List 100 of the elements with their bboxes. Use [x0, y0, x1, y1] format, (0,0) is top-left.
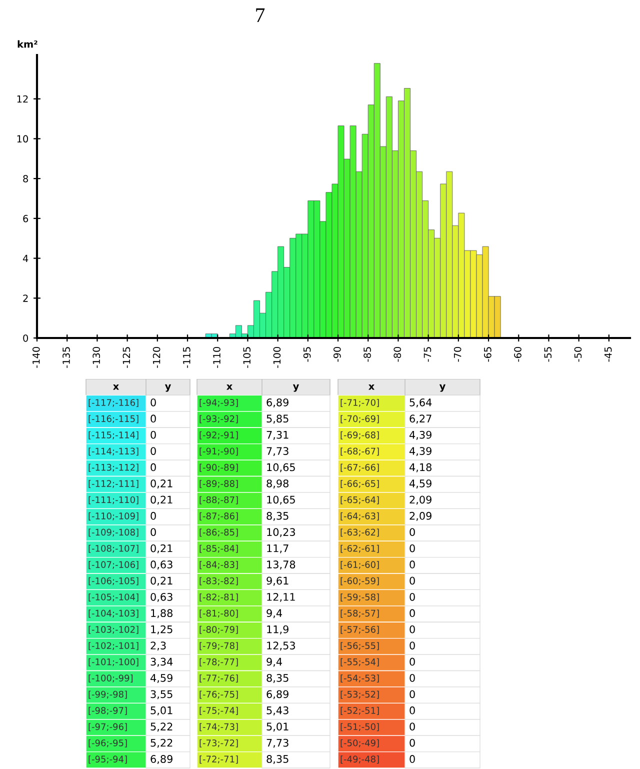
text: [-58;-57] [340, 610, 379, 618]
text: [-70;-69] [340, 415, 379, 424]
text: [-98;-97] [88, 706, 127, 715]
text: 4,59 [150, 674, 172, 683]
x-tick-label: -80 [394, 346, 402, 362]
text: 0 [410, 658, 415, 666]
y-tick-label: 8 [23, 175, 28, 182]
text: [-49;-48] [340, 756, 379, 764]
text: [-63;-62] [340, 528, 379, 537]
text: 5,01 [150, 706, 172, 716]
x-tick-label: -55 [544, 347, 552, 362]
text: 0 [410, 528, 415, 536]
text: 2,3 [150, 642, 166, 651]
text: 7,73 [266, 447, 288, 456]
text: [-68;-67] [340, 448, 379, 456]
chart-title: 7 [256, 8, 265, 22]
text: [-81;-80] [200, 610, 238, 618]
text: [-67;-66] [340, 464, 379, 472]
text: 1,88 [151, 609, 172, 618]
text: [-106;-105] [88, 577, 138, 586]
y-tick-label: 12 [17, 95, 28, 103]
text: 10,23 [267, 528, 295, 538]
x-tick-label: -75 [424, 347, 432, 362]
text: 11,7 [267, 544, 288, 554]
text: [-54;-53] [340, 674, 379, 683]
text: [-94;-93] [200, 398, 238, 407]
text: 6,89 [266, 398, 288, 408]
text: [-100;-99] [88, 674, 133, 683]
text: [-105;-104] [88, 593, 138, 602]
text: 6,89 [266, 690, 288, 700]
text: 7,31 [266, 430, 288, 440]
text: [-51;-50] [340, 723, 379, 732]
text: [-110;-109] [88, 512, 138, 520]
text: [-114;-113] [88, 448, 138, 456]
text: [-102;-101] [88, 642, 138, 650]
x-tick-label: -60 [514, 346, 522, 362]
text: [-104;-103] [88, 610, 138, 618]
text: 0 [150, 414, 156, 423]
x-tick-label: -120 [152, 346, 160, 368]
text: 3,55 [150, 690, 172, 700]
text: y [164, 384, 171, 392]
text: [-75;-74] [200, 706, 238, 715]
y-axis-title: km² [18, 40, 38, 48]
text: x [113, 384, 119, 390]
text: 5,64 [410, 398, 432, 408]
text: 0,21 [150, 479, 172, 488]
text: [-69;-68] [340, 431, 379, 440]
y-tick-label: 2 [23, 294, 28, 302]
text: 0 [410, 722, 415, 730]
text: [-79;-78] [200, 642, 238, 650]
text: 0 [150, 512, 156, 520]
text: 8,35 [266, 674, 288, 683]
text: 0 [410, 592, 415, 601]
text: [-90;-89] [200, 464, 238, 472]
text: x [368, 384, 374, 390]
text: [-97;-96] [88, 723, 127, 732]
text: 4,39 [410, 430, 432, 440]
text: [-59;-58] [340, 593, 379, 602]
text: [-93;-92] [200, 415, 238, 424]
x-tick-label: -100 [273, 346, 281, 368]
x-tick-label: -125 [122, 347, 130, 368]
text: [-64;-63] [340, 512, 379, 520]
text: [-65;-64] [340, 496, 379, 504]
text: [-60;-59] [340, 577, 379, 586]
text: 1,25 [151, 625, 172, 634]
x-tick-label: -130 [92, 346, 100, 368]
text: [-55;-54] [340, 658, 379, 666]
text: [-108;-107] [88, 544, 138, 553]
text: [-92;-91] [200, 431, 238, 440]
y-tick-label: 10 [17, 135, 28, 143]
text: [-113;-112] [88, 464, 138, 472]
text: 0,63 [150, 592, 172, 602]
y-tick-label: 4 [22, 254, 28, 262]
text: [-76;-75] [200, 690, 238, 699]
text: [-50;-49] [340, 739, 379, 748]
text: 5,22 [150, 722, 172, 732]
text: 4,39 [410, 447, 432, 456]
text: 9,4 [266, 658, 282, 667]
text: 7,73 [266, 738, 288, 748]
text: 0 [410, 609, 415, 618]
x-tick-label: -105 [243, 347, 251, 368]
text: [-52;-51] [340, 706, 379, 715]
text: 12,53 [267, 642, 295, 651]
text: [-77;-76] [200, 674, 238, 683]
text: 2,09 [410, 512, 432, 521]
text: 0 [410, 625, 415, 634]
text: [-53;-52] [340, 690, 379, 699]
text: 0 [410, 674, 415, 682]
text: 0,21 [150, 576, 172, 586]
text: [-71;-70] [340, 398, 379, 407]
text: 0 [410, 690, 415, 698]
text: 4,18 [410, 463, 432, 472]
text: [-116;-115] [88, 415, 138, 424]
text: [-101;-100] [88, 658, 138, 666]
text: 5,22 [150, 738, 172, 748]
text: [-107;-106] [88, 561, 138, 570]
text: [-56;-55] [340, 642, 379, 650]
text: [-99;-98] [88, 690, 127, 699]
text: 0,21 [150, 544, 172, 554]
x-tick-label: -70 [454, 346, 462, 362]
